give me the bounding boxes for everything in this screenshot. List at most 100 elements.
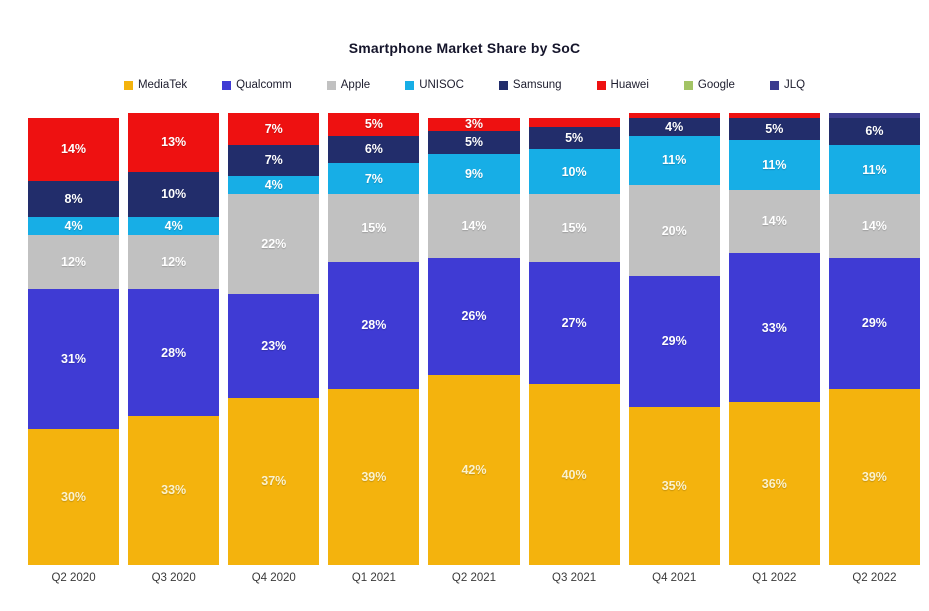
segment-mediatek: 33%: [128, 415, 220, 565]
segment-value-label: 39%: [861, 469, 887, 484]
segment-apple: 22%: [228, 194, 320, 294]
bar-q2-2020: 30% 31% 12% 4% 8% 14%: [28, 113, 120, 565]
segment-value-label: 15%: [561, 221, 587, 236]
plot-area: 30% 31% 12% 4% 8% 14% 33% 28% 12% 4% 10% 13% 37% 23% 2…: [28, 113, 920, 565]
segment-unisoc: 11%: [628, 135, 720, 186]
segment-value-label: 7%: [264, 153, 283, 168]
legend-item-unisoc: UNISOC: [405, 79, 464, 91]
segment-unisoc: 7%: [328, 162, 420, 195]
segment-value-label: 9%: [464, 167, 484, 182]
x-axis-label: Q1 2022: [752, 572, 797, 584]
segment-value-label: 10%: [161, 187, 187, 202]
segment-value-label: 29%: [661, 334, 687, 349]
legend-item-huawei: Huawei: [596, 79, 649, 91]
segment-unisoc: 4%: [228, 176, 320, 195]
legend-label: Qualcomm: [236, 79, 292, 91]
legend-swatch-icon: [683, 80, 693, 90]
segment-mediatek: 36%: [728, 402, 820, 565]
segment-huawei: [628, 113, 720, 118]
segment-value-label: 14%: [61, 142, 87, 157]
segment-apple: 14%: [828, 194, 920, 258]
segment-qualcomm: 27%: [528, 262, 620, 385]
x-axis-label: Q4 2020: [251, 572, 296, 584]
segment-huawei: 13%: [128, 113, 220, 172]
segment-huawei: 14%: [28, 117, 120, 181]
segment-huawei: 7%: [228, 113, 320, 145]
segment-samsung: 7%: [228, 144, 320, 177]
x-axis-label: Q4 2021: [652, 572, 697, 584]
segment-mediatek: 39%: [828, 388, 920, 565]
legend-item-apple: Apple: [326, 79, 370, 91]
segment-value-label: 14%: [461, 219, 487, 234]
segment-value-label: 22%: [261, 237, 287, 252]
segment-value-label: 20%: [661, 223, 687, 238]
segment-unisoc: 11%: [828, 144, 920, 195]
segment-value-label: 5%: [565, 130, 584, 145]
segment-unisoc: 9%: [428, 153, 520, 195]
legend-swatch-icon: [498, 80, 508, 90]
segment-apple: 15%: [328, 194, 420, 263]
segment-samsung: 6%: [328, 135, 420, 163]
segment-value-label: 6%: [364, 142, 383, 157]
segment-value-label: 15%: [361, 221, 387, 236]
segment-value-label: 31%: [61, 352, 87, 367]
segment-qualcomm: 31%: [28, 289, 120, 430]
segment-value-label: 12%: [161, 255, 187, 270]
x-axis-label: Q3 2021: [552, 572, 597, 584]
legend-item-jlq: JLQ: [769, 79, 805, 91]
segment-value-label: 11%: [662, 153, 687, 168]
segment-samsung: 10%: [128, 171, 220, 217]
legend-item-mediatek: MediaTek: [123, 79, 187, 91]
segment-mediatek: 40%: [528, 384, 620, 565]
segment-value-label: 35%: [661, 478, 687, 493]
segment-samsung: 5%: [528, 126, 620, 150]
segment-value-label: 33%: [161, 483, 187, 498]
segment-value-label: 39%: [361, 469, 387, 484]
bar-q1-2022: 36% 33% 14% 11% 5%: [728, 113, 820, 565]
segment-value-label: 33%: [761, 320, 787, 335]
segment-value-label: 26%: [461, 309, 487, 324]
segment-value-label: 5%: [364, 117, 383, 132]
segment-value-label: 5%: [765, 121, 784, 136]
x-axis: Q2 2020 Q3 2020 Q4 2020 Q1 2021 Q2 2021 Q3 20…: [28, 572, 920, 584]
segment-value-label: 7%: [364, 171, 383, 186]
legend-item-google: Google: [683, 79, 735, 91]
segment-qualcomm: 33%: [728, 253, 820, 403]
segment-mediatek: 37%: [228, 397, 320, 565]
segment-value-label: 40%: [561, 467, 587, 482]
segment-unisoc: 4%: [128, 216, 220, 236]
segment-qualcomm: 29%: [628, 275, 720, 407]
segment-mediatek: 39%: [328, 388, 420, 565]
bar-q3-2021: 40% 27% 15% 10% 5%: [528, 113, 620, 565]
segment-value-label: 37%: [261, 474, 287, 489]
segment-value-label: 8%: [64, 191, 83, 206]
segment-huawei: [528, 117, 620, 127]
segment-samsung: 8%: [28, 180, 120, 217]
segment-samsung: 6%: [828, 117, 920, 145]
segment-apple: 15%: [528, 194, 620, 263]
legend-label: Google: [697, 79, 735, 91]
segment-value-label: 28%: [361, 318, 387, 333]
bar-q3-2020: 33% 28% 12% 4% 10% 13%: [128, 113, 220, 565]
x-axis-label: Q3 2020: [151, 572, 196, 584]
segment-unisoc: 10%: [528, 149, 620, 195]
segment-value-label: 42%: [461, 463, 487, 478]
segment-samsung: 5%: [428, 131, 520, 154]
segment-value-label: 5%: [464, 135, 484, 150]
segment-huawei: 5%: [328, 113, 420, 136]
segment-value-label: 7%: [264, 121, 283, 136]
segment-value-label: 30%: [61, 490, 87, 505]
segment-value-label: 11%: [862, 162, 887, 177]
segment-unisoc: 11%: [728, 140, 820, 190]
segment-value-label: 3%: [464, 117, 484, 132]
segment-jlq: [828, 113, 920, 118]
segment-value-label: 10%: [561, 164, 587, 179]
segment-value-label: 6%: [865, 124, 884, 139]
segment-apple: 20%: [628, 185, 720, 276]
legend-item-qualcomm: Qualcomm: [222, 79, 292, 91]
chart-legend: MediaTek Qualcomm Apple UNISOC Samsung Huawei…: [0, 79, 929, 91]
bar-q4-2021: 35% 29% 20% 11% 4%: [628, 113, 720, 565]
segment-value-label: 4%: [164, 219, 183, 234]
segment-apple: 14%: [428, 194, 520, 258]
